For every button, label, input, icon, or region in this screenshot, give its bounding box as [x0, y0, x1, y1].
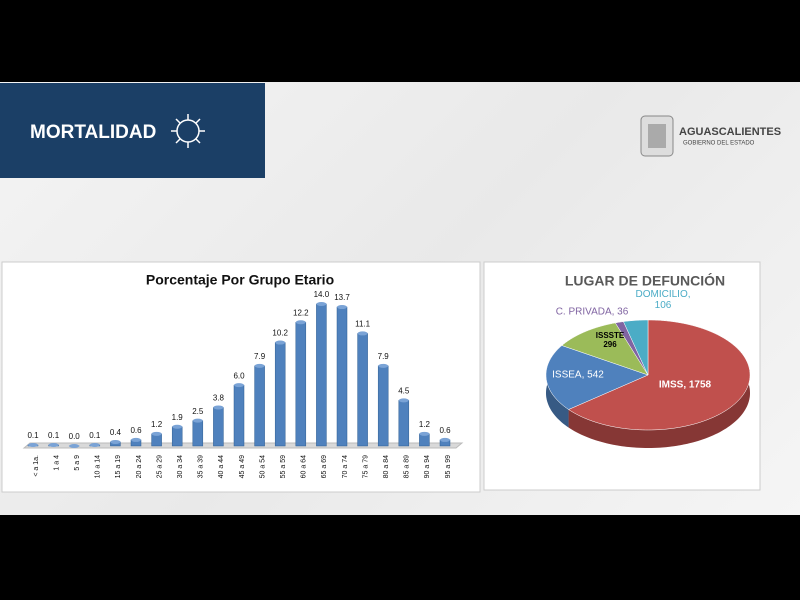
bar — [192, 420, 204, 447]
x-tick-label: 25 a 29 — [156, 455, 163, 478]
bar-cap — [378, 363, 389, 368]
data-label: DOMICILIO, 106 — [635, 289, 691, 311]
data-label: ISSEA, 542 — [552, 369, 604, 381]
data-label: IMSS, 1758 — [658, 379, 712, 391]
bar-cap — [69, 444, 80, 448]
bar-cap — [234, 383, 244, 388]
x-tick-label: 80 a 84 — [383, 455, 390, 478]
bar-cap — [28, 442, 38, 447]
x-tick-label: 20 a 24 — [136, 455, 143, 478]
bar — [213, 407, 224, 447]
x-tick-label: 60 a 64 — [301, 455, 308, 478]
bar-cap — [48, 442, 59, 447]
header-title: MORTALIDAD — [30, 122, 157, 143]
bar-cap — [440, 437, 450, 442]
value-label: 0.1 — [89, 431, 101, 440]
bar — [357, 333, 368, 447]
pie-slice — [561, 322, 649, 376]
bar — [316, 303, 327, 447]
bar — [336, 306, 348, 447]
x-tick-label: 90 a 94 — [424, 455, 431, 478]
x-tick-label: 5 a 9 — [74, 455, 81, 471]
value-label: 0.1 — [48, 431, 60, 440]
value-label: 0.6 — [439, 426, 451, 435]
x-tick-label: 1 a 4 — [53, 455, 60, 471]
x-tick-label: 10 a 14 — [95, 455, 102, 478]
bar — [233, 384, 245, 447]
value-label: 1.2 — [419, 420, 431, 429]
value-label: 6.0 — [233, 371, 245, 380]
bar-cap — [131, 437, 141, 442]
bar-cap — [151, 431, 162, 436]
bar-cap — [357, 331, 368, 336]
logo-title: AGUASCALIENTES — [679, 126, 781, 138]
value-label: 12.2 — [293, 308, 309, 317]
bar-panel — [1, 261, 481, 493]
value-label: 14.0 — [314, 290, 330, 299]
bar — [274, 342, 286, 447]
value-label: 0.4 — [110, 428, 122, 437]
bar — [171, 426, 183, 447]
pie-side-shade — [568, 320, 750, 448]
value-label: 7.9 — [378, 352, 390, 361]
header-band — [0, 83, 265, 178]
x-tick-label: 40 a 44 — [218, 455, 225, 478]
bar-cap — [213, 405, 224, 410]
pie-slice — [568, 319, 751, 431]
bar-title: Porcentaje Por Grupo Etario — [146, 272, 334, 288]
value-label: 3.8 — [213, 394, 225, 403]
value-label: 10.2 — [272, 329, 288, 338]
x-tick-label: 55 a 59 — [280, 455, 287, 478]
bar-cap — [275, 340, 286, 345]
bar-cap — [254, 363, 265, 368]
logo — [640, 115, 674, 157]
value-label: 0.0 — [69, 432, 81, 441]
bar-cap — [316, 302, 327, 306]
x-tick-label: 65 a 69 — [321, 455, 328, 478]
pie-title: LUGAR DE DEFUNCIÓN — [565, 272, 725, 289]
x-tick-label: 35 a 39 — [198, 455, 205, 478]
value-label: 2.5 — [192, 407, 204, 416]
bar — [254, 365, 265, 447]
bar-cap — [192, 418, 203, 423]
bar — [295, 322, 307, 447]
pie-slice — [623, 319, 649, 376]
logo-subtitle: GOBIERNO DEL ESTADO — [683, 141, 755, 147]
x-tick-label: 15 a 19 — [115, 455, 122, 478]
x-tick-label: 50 a 54 — [259, 455, 266, 478]
value-label: 0.6 — [130, 426, 142, 435]
virus-icon — [171, 114, 205, 148]
x-tick-label: 30 a 34 — [177, 455, 184, 478]
bar — [398, 400, 410, 447]
bar-cap — [89, 442, 100, 447]
bar-cap — [337, 305, 347, 310]
value-label: 1.2 — [151, 420, 163, 429]
value-label: 13.7 — [334, 293, 350, 302]
x-tick-label: 45 a 49 — [239, 455, 246, 478]
data-label: C. PRIVADA, 36 — [555, 306, 629, 318]
bar-cap — [398, 398, 409, 403]
bar-cap — [419, 431, 430, 436]
value-label: 1.9 — [172, 413, 184, 422]
value-label: 7.9 — [254, 352, 266, 361]
x-tick-label: 85 a 89 — [404, 455, 411, 478]
value-label: 0.1 — [27, 431, 39, 440]
data-label: ISSSTE 296 — [595, 331, 625, 349]
bar — [377, 365, 389, 447]
x-tick-label: < a 1a. — [33, 455, 40, 477]
pie-slice — [545, 345, 649, 410]
pie-side — [568, 320, 750, 448]
bar-cap — [172, 424, 183, 429]
value-label: 11.1 — [355, 320, 371, 329]
x-tick-label: 75 a 79 — [362, 455, 369, 478]
bar-cap — [110, 439, 121, 444]
value-label: 4.5 — [398, 386, 410, 395]
bar-cap — [295, 320, 306, 325]
x-tick-label: 95 a 99 — [445, 455, 452, 478]
x-tick-label: 70 a 74 — [342, 455, 349, 478]
